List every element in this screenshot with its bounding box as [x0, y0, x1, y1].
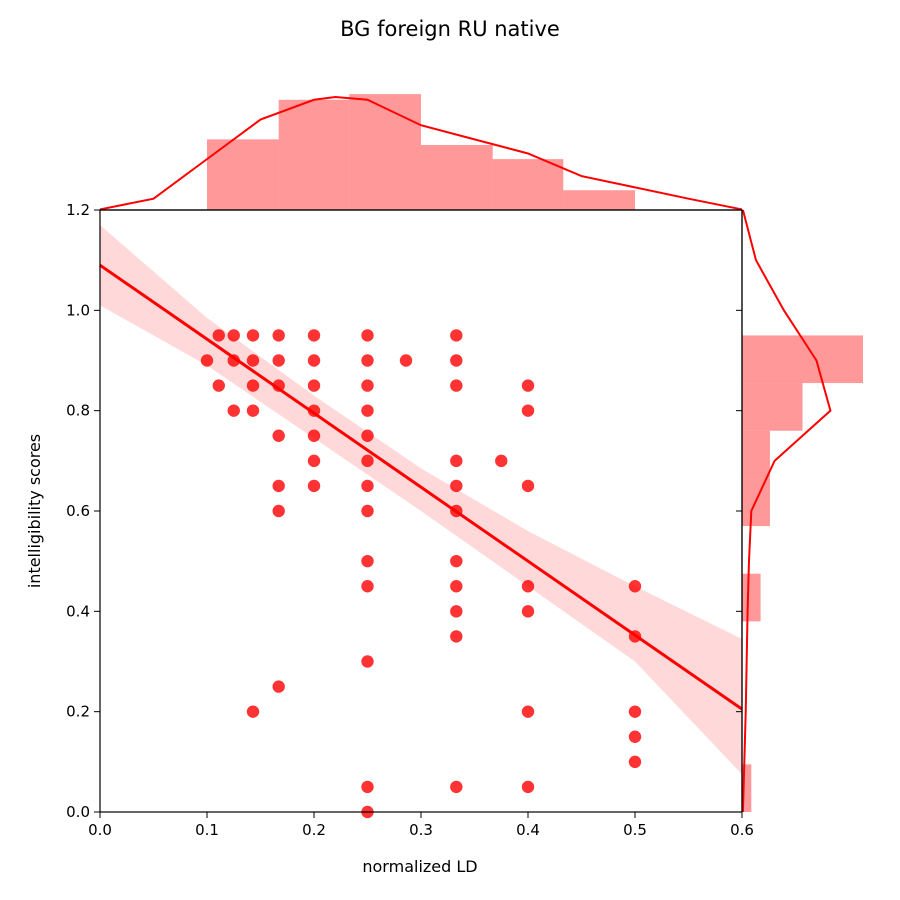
scatter-point-53 [521, 479, 535, 493]
x-axis-label: normalized LD [362, 857, 477, 876]
scatter-point-50 [495, 454, 508, 468]
y-kde-curve [741, 209, 832, 813]
y-axis-ticks: 0.0 0.2 0.4 0.6 0.8 1.0 1.2 [66, 201, 742, 821]
scatter-point-27 [361, 379, 374, 392]
scatter-point-11 [272, 329, 285, 342]
scatter-point-33 [361, 554, 374, 568]
chart-title: BG foreign RU native [340, 17, 560, 41]
scatter-point-25 [361, 329, 374, 342]
scatter-point-28 [361, 404, 374, 417]
scatter-point-39 [450, 329, 463, 342]
y-tick-label-2: 0.4 [66, 602, 90, 620]
scatter-point-43 [450, 479, 463, 493]
y-histogram-bar-9 [742, 335, 864, 384]
scatter-point-5 [227, 404, 240, 417]
y-marginal-histogram [741, 209, 864, 813]
x-histogram-bar-3 [421, 145, 493, 210]
scatter-point-62 [628, 755, 642, 769]
x-axis-ticks: 0.0 0.1 0.2 0.3 0.4 0.5 0.6 [88, 812, 754, 839]
scatter-point-9 [246, 404, 260, 417]
x-tick-label-5: 0.5 [623, 821, 647, 839]
scatter-point-30 [361, 454, 374, 468]
scatter-point-1 [212, 329, 225, 342]
y-tick-label-6: 1.2 [66, 201, 90, 219]
x-marginal-histogram [99, 94, 743, 211]
scatter-point-22 [307, 429, 321, 442]
scatter-point-24 [307, 479, 321, 493]
scatter-point-41 [450, 379, 463, 392]
scatter-point-2 [212, 379, 225, 392]
scatter-point-7 [246, 354, 260, 367]
scatter-point-34 [361, 580, 374, 593]
scatter-point-52 [521, 404, 535, 417]
y-tick-label-5: 1.0 [66, 301, 90, 319]
scatter-points [200, 329, 642, 819]
scatter-point-14 [272, 429, 285, 442]
scatter-point-26 [361, 354, 374, 367]
y-histogram-bar-7 [742, 430, 770, 479]
scatter-point-4 [227, 354, 240, 367]
y-histogram-bar-0 [742, 764, 752, 812]
scatter-point-48 [450, 630, 463, 643]
scatter-point-54 [521, 580, 535, 593]
scatter-point-51 [521, 379, 535, 392]
joint-plot-area: 0.0 0.1 0.2 0.3 0.4 0.5 0.6 0.0 0.2 0.4 0.6 0.8 1.0… [66, 201, 754, 839]
scatter-point-13 [272, 379, 285, 392]
scatter-point-40 [450, 354, 463, 367]
scatter-point-17 [272, 680, 285, 693]
scatter-point-6 [246, 329, 260, 342]
x-tick-label-1: 0.1 [195, 821, 219, 839]
regression-line [99, 263, 743, 711]
y-histogram-bar-8 [742, 383, 803, 431]
scatter-point-47 [450, 605, 463, 618]
scatter-point-57 [521, 780, 535, 794]
scatter-point-56 [521, 705, 535, 718]
x-histogram-bar-4 [492, 159, 564, 210]
scatter-point-36 [361, 780, 374, 794]
x-histogram-bar-5 [563, 190, 635, 210]
scatter-point-0 [200, 354, 214, 367]
scatter-point-10 [246, 705, 260, 718]
x-tick-label-0: 0.0 [88, 821, 112, 839]
y-tick-label-0: 0.0 [66, 803, 90, 821]
y-histogram-bar-4 [742, 573, 761, 622]
scatter-point-60 [628, 705, 642, 718]
scatter-point-3 [227, 329, 240, 342]
scatter-point-61 [628, 730, 642, 743]
scatter-point-29 [361, 429, 374, 442]
x-histogram-bar-1 [278, 99, 350, 210]
x-tick-label-3: 0.3 [409, 821, 433, 839]
regression-confidence-band [100, 225, 742, 775]
scatter-point-55 [521, 605, 535, 618]
scatter-point-16 [272, 504, 285, 518]
scatter-point-58 [628, 580, 642, 593]
y-tick-label-3: 0.6 [66, 502, 90, 520]
scatter-point-46 [450, 580, 463, 593]
x-tick-label-6: 0.6 [730, 821, 754, 839]
scatter-point-45 [450, 554, 463, 568]
scatter-point-20 [307, 379, 321, 392]
scatter-point-38 [399, 354, 413, 367]
scatter-point-15 [272, 479, 285, 493]
scatter-point-19 [307, 354, 321, 367]
x-kde-curve [99, 95, 743, 211]
y-tick-label-4: 0.8 [66, 402, 90, 420]
scatter-point-32 [361, 504, 374, 518]
x-histogram-bar-2 [349, 94, 421, 210]
scatter-point-12 [272, 354, 285, 367]
scatter-point-42 [450, 454, 463, 468]
scatter-point-18 [307, 329, 321, 342]
scatter-point-35 [361, 655, 374, 668]
scatter-point-23 [307, 454, 321, 468]
scatter-point-49 [450, 780, 463, 794]
scatter-point-31 [361, 479, 374, 493]
scatter-point-8 [246, 379, 260, 392]
y-tick-label-1: 0.2 [66, 703, 90, 721]
x-tick-label-4: 0.4 [516, 821, 540, 839]
x-tick-label-2: 0.2 [302, 821, 326, 839]
y-axis-label: intelligibility scores [25, 434, 44, 588]
